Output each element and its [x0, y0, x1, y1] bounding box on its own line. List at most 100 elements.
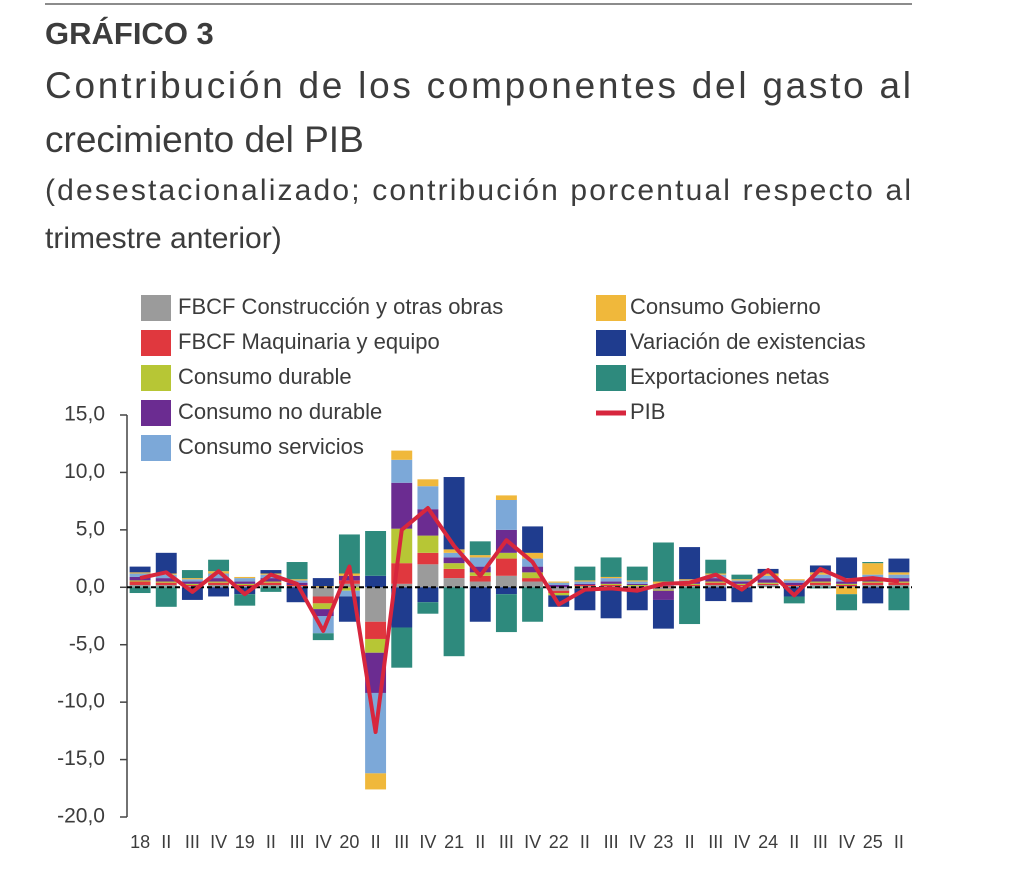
bar-segment — [757, 583, 779, 585]
bar-segment — [129, 566, 151, 573]
bar-segment — [129, 580, 151, 582]
bar-segment — [234, 583, 256, 585]
bar-segment — [652, 599, 674, 629]
bar-segment — [757, 584, 779, 588]
bar-segment — [836, 557, 858, 579]
y-tick-label: -10,0 — [57, 690, 105, 713]
chart-subtitle: trimestre anterior) — [45, 222, 282, 255]
bar-segment — [443, 578, 465, 588]
legend-swatch — [141, 330, 171, 356]
x-tick-label: 23 — [653, 832, 673, 852]
bar-segment — [600, 584, 622, 587]
bar-segment — [888, 574, 910, 579]
legend-label: FBCF Construcción y otras obras — [178, 294, 503, 319]
bar-segment — [443, 549, 465, 553]
bar-segment — [208, 587, 230, 597]
bar-segment — [208, 582, 230, 585]
bar-segment — [731, 584, 753, 587]
bar-segment — [836, 586, 858, 588]
bar-segment — [679, 584, 701, 587]
x-tick-label: IV — [210, 832, 227, 852]
bar-segment — [312, 587, 334, 597]
bar-segment — [129, 576, 151, 581]
bar-segment — [417, 602, 439, 614]
bar-segment — [731, 586, 753, 588]
bar-segment — [155, 584, 177, 588]
legend-label: Variación de existencias — [630, 329, 866, 354]
bar-segment — [548, 584, 570, 588]
bar-segment — [862, 581, 884, 583]
x-tick-label: III — [604, 832, 619, 852]
bar-segment — [208, 559, 230, 572]
bar-segment — [548, 581, 570, 583]
bar-segment — [809, 581, 831, 583]
bar-segment — [783, 596, 805, 604]
bar-segment — [626, 587, 648, 589]
x-tick-label: II — [580, 832, 590, 852]
bar-segment — [260, 570, 282, 574]
bar-segment — [417, 535, 439, 553]
bar-segment — [234, 578, 256, 582]
bar-segment — [731, 579, 753, 581]
bar-segment — [548, 582, 570, 585]
bar-segment — [652, 589, 674, 591]
bar-segment — [155, 587, 177, 607]
chart-subtitle: (desestacionalizado; contribución porcen… — [45, 174, 911, 207]
bar-segment — [365, 621, 387, 639]
bar-segment — [155, 581, 177, 583]
x-tick-label: III — [499, 832, 514, 852]
bar-segment — [260, 581, 282, 583]
bar-segment — [208, 584, 230, 588]
bar-segment — [705, 587, 727, 602]
x-tick-label: 21 — [444, 832, 464, 852]
bar-segment — [469, 541, 491, 556]
bar-segment — [679, 547, 701, 580]
bar-segment — [365, 575, 387, 588]
bar-segment — [862, 563, 884, 575]
bar-segment — [260, 587, 282, 592]
bar-segment — [783, 584, 805, 587]
bar-segment — [757, 573, 779, 576]
bar-segment — [548, 587, 570, 591]
x-tick-label: II — [371, 832, 381, 852]
bar-segment — [129, 587, 151, 594]
chart-title: crecimiento del PIB — [45, 119, 364, 160]
bar-segment — [731, 580, 753, 582]
bar-segment — [626, 588, 648, 611]
bar-segment — [443, 477, 465, 550]
bar-segment — [679, 587, 701, 625]
bar-segment — [548, 593, 570, 596]
bar-segment — [286, 562, 308, 580]
bar-segment — [443, 587, 465, 657]
bar-segment — [495, 587, 517, 595]
bar-segment — [286, 579, 308, 581]
bar-segment — [652, 542, 674, 582]
bar-segment — [365, 638, 387, 653]
chart-title: Contribución de los componentes del gast… — [45, 65, 911, 106]
bar-segment — [234, 584, 256, 587]
bar-segment — [181, 584, 203, 587]
bar-segment — [495, 499, 517, 530]
bar-segment — [574, 566, 596, 581]
bar-segment — [600, 557, 622, 577]
bar-segment — [234, 586, 256, 588]
x-tick-label: IV — [629, 832, 646, 852]
y-tick-label: -20,0 — [57, 805, 105, 828]
bar-segment — [809, 587, 831, 589]
bar-segment — [836, 581, 858, 584]
x-tick-label: III — [185, 832, 200, 852]
bar-segment — [574, 580, 596, 582]
x-tick-label: IV — [315, 832, 332, 852]
bar-segment — [181, 581, 203, 584]
y-tick-label: 15,0 — [64, 403, 105, 426]
bar-segment — [155, 552, 177, 574]
bar-segment — [129, 581, 151, 585]
bar-segment — [809, 584, 831, 588]
bar-segment — [522, 587, 544, 622]
bar-segment — [208, 573, 230, 579]
legend-label: FBCF Maquinaria y equipo — [178, 329, 440, 354]
bar-segment — [312, 596, 334, 604]
bar-segment — [809, 572, 831, 575]
bar-segment — [888, 581, 910, 583]
bar-segment — [443, 563, 465, 569]
